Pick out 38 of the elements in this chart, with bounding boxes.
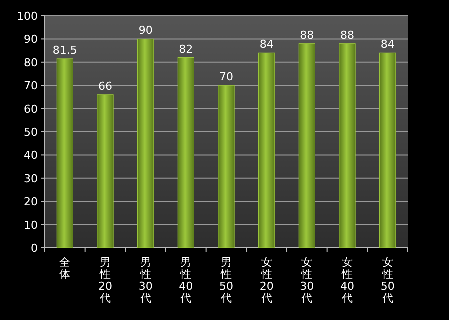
y-tick-label: 70 xyxy=(24,80,38,93)
y-tick-label: 100 xyxy=(17,10,38,23)
x-tick-label: 男性20代 xyxy=(98,256,112,305)
y-tick-label: 80 xyxy=(24,56,38,70)
bar xyxy=(56,58,74,248)
bar xyxy=(218,85,235,248)
x-tick-label: 全体 xyxy=(60,256,71,281)
data-label: 88 xyxy=(300,28,314,42)
y-tick-label: 90 xyxy=(24,33,38,46)
y-tick-label: 40 xyxy=(24,149,38,162)
x-tick-label: 男性40代 xyxy=(179,256,194,305)
x-tick-label: 男性30代 xyxy=(138,256,153,305)
bar xyxy=(178,58,194,248)
y-tick-label: 30 xyxy=(24,172,38,186)
bar xyxy=(380,52,396,248)
data-label: 70 xyxy=(220,70,234,84)
data-label: 88 xyxy=(340,28,354,42)
y-tick-label: 0 xyxy=(31,242,38,255)
x-tick-label: 女性20代 xyxy=(260,256,274,305)
bar xyxy=(339,44,356,248)
y-tick-label: 20 xyxy=(24,196,38,209)
x-tick-label: 男性50代 xyxy=(220,256,234,305)
bar xyxy=(258,52,276,248)
data-label: 66 xyxy=(98,80,112,93)
bar xyxy=(138,38,154,248)
data-label: 90 xyxy=(138,24,153,38)
x-tick-label: 女性30代 xyxy=(300,256,314,305)
x-tick-label: 女性40代 xyxy=(340,256,354,305)
x-tick-label: 女性50代 xyxy=(380,256,395,305)
bar xyxy=(298,44,316,248)
bar xyxy=(97,94,114,248)
data-label: 84 xyxy=(260,38,274,52)
y-tick-label: 50 xyxy=(24,126,38,139)
data-label: 81.5 xyxy=(52,44,78,57)
data-label: 84 xyxy=(380,38,395,52)
data-label: 82 xyxy=(179,42,194,56)
y-tick-label: 60 xyxy=(24,102,38,116)
y-tick-label: 10 xyxy=(24,218,38,232)
